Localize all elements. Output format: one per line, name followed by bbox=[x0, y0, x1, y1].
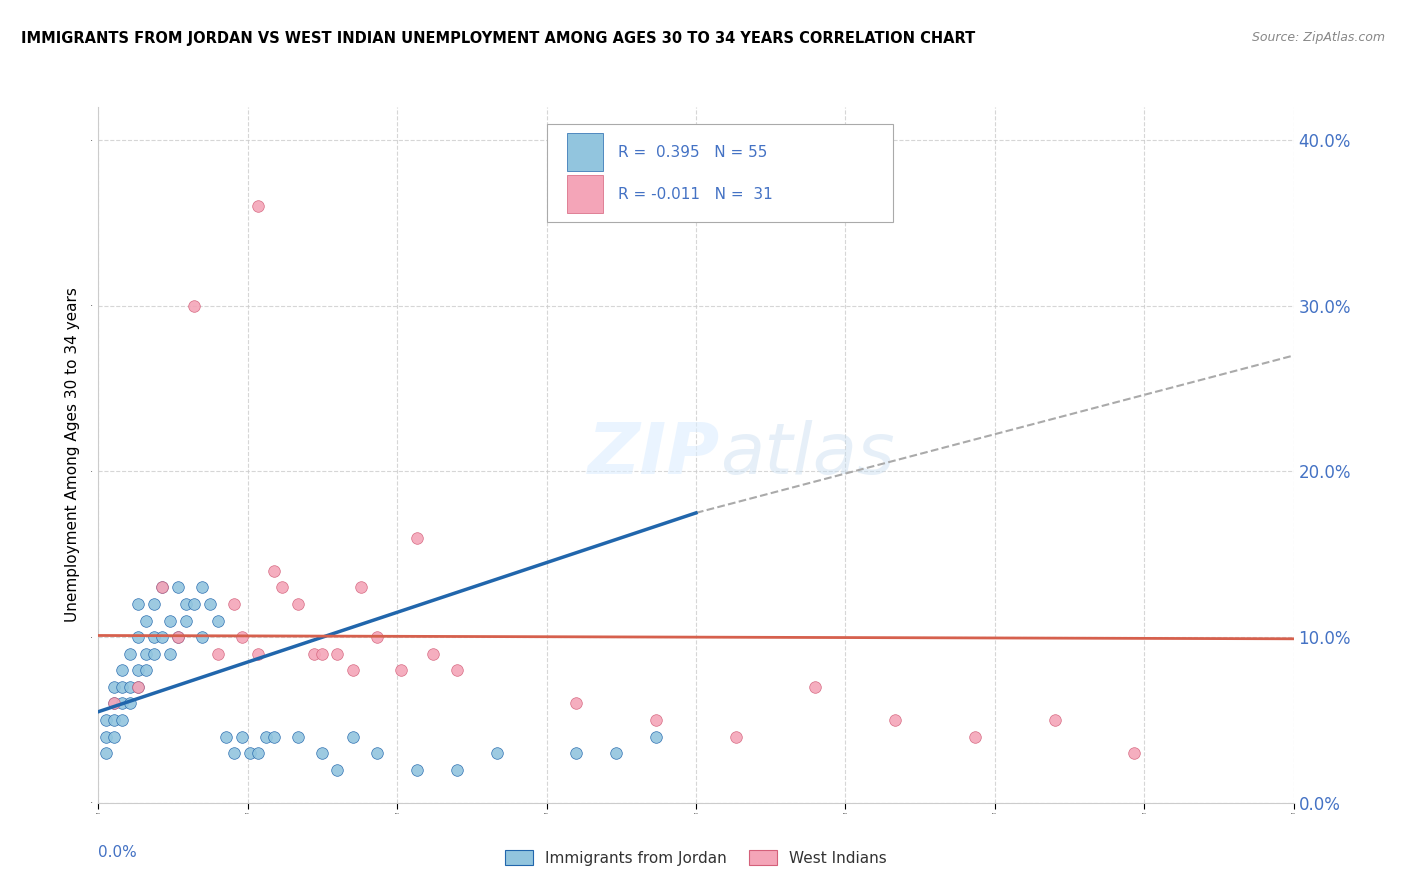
Point bbox=[239, 746, 262, 760]
Text: Source: ZipAtlas.com: Source: ZipAtlas.com bbox=[1251, 31, 1385, 45]
Y-axis label: Unemployment Among Ages 30 to 34 years: Unemployment Among Ages 30 to 34 years bbox=[65, 287, 80, 623]
FancyBboxPatch shape bbox=[567, 175, 603, 213]
Point bbox=[174, 614, 197, 628]
Point bbox=[191, 630, 214, 644]
Text: ZIP: ZIP bbox=[588, 420, 720, 490]
Point bbox=[366, 630, 388, 644]
Point bbox=[231, 730, 253, 744]
Point bbox=[167, 630, 190, 644]
Point bbox=[724, 730, 747, 744]
Text: 0.0%: 0.0% bbox=[98, 845, 138, 860]
Point bbox=[111, 713, 134, 727]
Point bbox=[270, 581, 292, 595]
Point bbox=[120, 647, 142, 661]
Point bbox=[96, 713, 118, 727]
Point bbox=[120, 680, 142, 694]
Point bbox=[150, 581, 173, 595]
Point bbox=[207, 614, 229, 628]
Point bbox=[183, 299, 205, 313]
Point bbox=[183, 597, 205, 611]
Point bbox=[311, 746, 333, 760]
Text: R = -0.011   N =  31: R = -0.011 N = 31 bbox=[619, 186, 773, 202]
Point bbox=[135, 614, 157, 628]
Point bbox=[174, 597, 197, 611]
Point bbox=[167, 630, 190, 644]
Point bbox=[159, 614, 181, 628]
Point bbox=[406, 763, 429, 777]
Point bbox=[127, 680, 149, 694]
Point bbox=[263, 564, 285, 578]
Point bbox=[1043, 713, 1066, 727]
Point bbox=[342, 663, 364, 677]
Text: atlas: atlas bbox=[720, 420, 894, 490]
Point bbox=[215, 730, 238, 744]
Point bbox=[111, 680, 134, 694]
Point bbox=[127, 663, 149, 677]
Point bbox=[366, 746, 388, 760]
Point bbox=[884, 713, 907, 727]
Point bbox=[96, 746, 118, 760]
Point bbox=[191, 581, 214, 595]
Point bbox=[246, 647, 269, 661]
Point bbox=[150, 630, 173, 644]
FancyBboxPatch shape bbox=[567, 133, 603, 171]
Point bbox=[222, 746, 245, 760]
Point bbox=[389, 663, 412, 677]
Point bbox=[254, 730, 277, 744]
Point bbox=[326, 763, 349, 777]
Point bbox=[103, 680, 125, 694]
Point bbox=[207, 647, 229, 661]
Point bbox=[446, 763, 468, 777]
Point bbox=[103, 697, 125, 711]
Point bbox=[135, 663, 157, 677]
Point bbox=[127, 597, 149, 611]
Point bbox=[565, 746, 588, 760]
Point bbox=[645, 713, 668, 727]
Point bbox=[111, 663, 134, 677]
Point bbox=[605, 746, 627, 760]
Point bbox=[135, 647, 157, 661]
Point bbox=[120, 697, 142, 711]
Point bbox=[111, 697, 134, 711]
Point bbox=[103, 697, 125, 711]
Point bbox=[222, 597, 245, 611]
Text: R =  0.395   N = 55: R = 0.395 N = 55 bbox=[619, 145, 768, 160]
Point bbox=[485, 746, 508, 760]
Legend: Immigrants from Jordan, West Indians: Immigrants from Jordan, West Indians bbox=[499, 844, 893, 871]
Point bbox=[150, 581, 173, 595]
Point bbox=[302, 647, 325, 661]
Point bbox=[287, 730, 309, 744]
Point bbox=[326, 647, 349, 661]
Point bbox=[143, 647, 166, 661]
Point bbox=[103, 713, 125, 727]
Point bbox=[565, 697, 588, 711]
Point bbox=[143, 630, 166, 644]
Point bbox=[804, 680, 827, 694]
Point bbox=[198, 597, 221, 611]
Point bbox=[1123, 746, 1146, 760]
Point bbox=[103, 730, 125, 744]
Point bbox=[287, 597, 309, 611]
Point bbox=[446, 663, 468, 677]
Point bbox=[127, 630, 149, 644]
Point bbox=[231, 630, 253, 644]
Point bbox=[406, 531, 429, 545]
Point bbox=[342, 730, 364, 744]
Point bbox=[422, 647, 444, 661]
Point bbox=[963, 730, 986, 744]
Point bbox=[263, 730, 285, 744]
Point bbox=[246, 746, 269, 760]
Point bbox=[246, 199, 269, 213]
FancyBboxPatch shape bbox=[547, 124, 893, 222]
Point bbox=[350, 581, 373, 595]
Point bbox=[159, 647, 181, 661]
Point bbox=[143, 597, 166, 611]
Point bbox=[311, 647, 333, 661]
Point bbox=[167, 581, 190, 595]
Text: IMMIGRANTS FROM JORDAN VS WEST INDIAN UNEMPLOYMENT AMONG AGES 30 TO 34 YEARS COR: IMMIGRANTS FROM JORDAN VS WEST INDIAN UN… bbox=[21, 31, 976, 46]
Point bbox=[96, 730, 118, 744]
Point bbox=[127, 680, 149, 694]
Point bbox=[645, 730, 668, 744]
